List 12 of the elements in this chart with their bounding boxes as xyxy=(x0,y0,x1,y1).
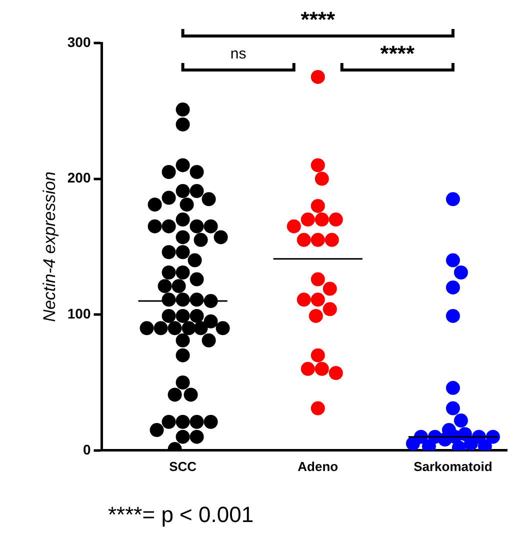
annotation: ns xyxy=(230,46,246,63)
y-tick-label: 0 xyxy=(82,441,91,458)
x-tick-label: Sarkomatoid xyxy=(414,458,492,474)
text: **** xyxy=(300,7,336,32)
y-tick-label: 200 xyxy=(67,170,91,186)
y-tick-label: 300 xyxy=(67,34,91,50)
y-axis-title: Nectin-4 expression xyxy=(40,172,59,322)
y-tick-label: 100 xyxy=(67,305,91,322)
x-tick-label: Adeno xyxy=(298,458,338,474)
x-tick-label: SCC xyxy=(169,458,198,474)
text: ****= p < 0.001 xyxy=(108,502,255,528)
annotation: **** xyxy=(380,41,415,66)
